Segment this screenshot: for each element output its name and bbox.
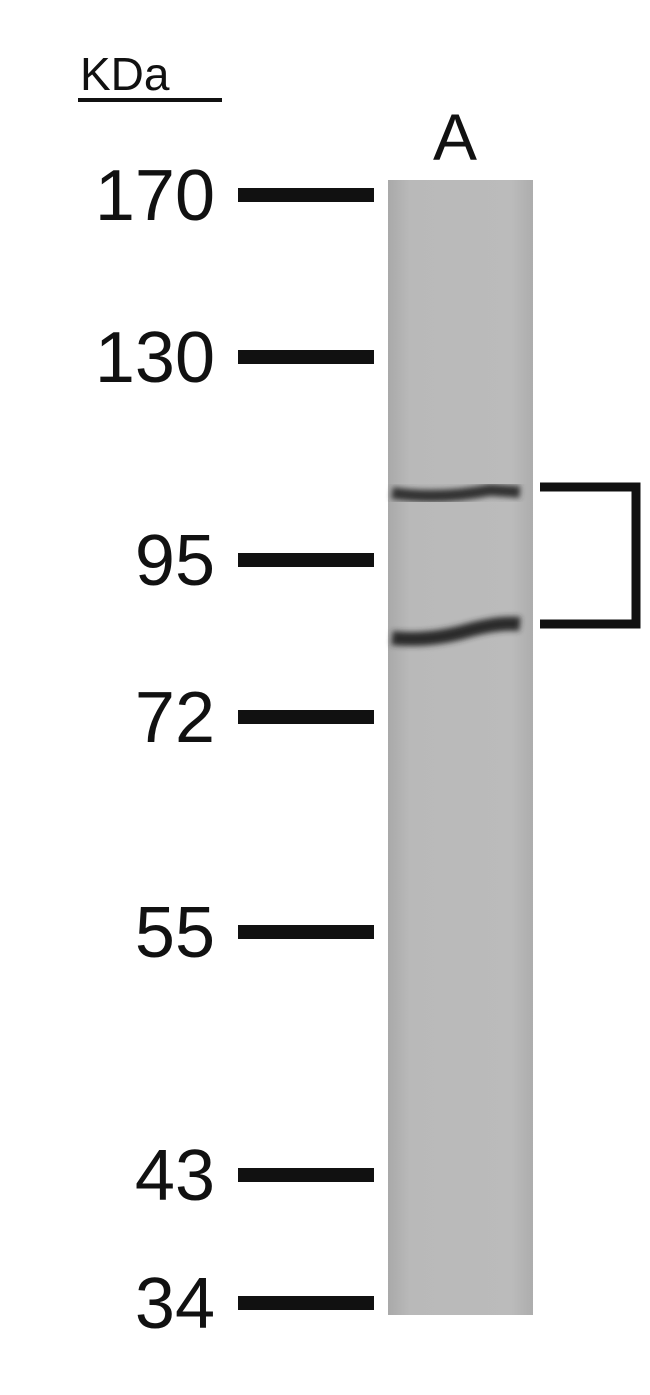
marker-bar xyxy=(238,553,374,567)
gel-lane xyxy=(388,180,533,1315)
marker-label: 130 xyxy=(95,318,215,398)
marker-label: 72 xyxy=(135,678,215,758)
marker-label: 170 xyxy=(95,156,215,236)
band xyxy=(391,616,521,646)
marker-label: 95 xyxy=(135,521,215,601)
bracket xyxy=(540,482,641,629)
marker-label: 55 xyxy=(135,893,215,973)
band xyxy=(391,483,521,502)
marker-bar xyxy=(238,188,374,202)
marker-label: 43 xyxy=(135,1136,215,1216)
marker-bar xyxy=(238,350,374,364)
lane-label: A xyxy=(433,100,477,174)
marker-bar xyxy=(238,1168,374,1182)
marker-bar xyxy=(238,1296,374,1310)
unit-label: KDa xyxy=(80,48,170,100)
marker-bar xyxy=(238,710,374,724)
marker-ladder: 170 130 95 72 55 43 34 xyxy=(95,156,374,1344)
marker-label: 34 xyxy=(135,1264,215,1344)
marker-bar xyxy=(238,925,374,939)
